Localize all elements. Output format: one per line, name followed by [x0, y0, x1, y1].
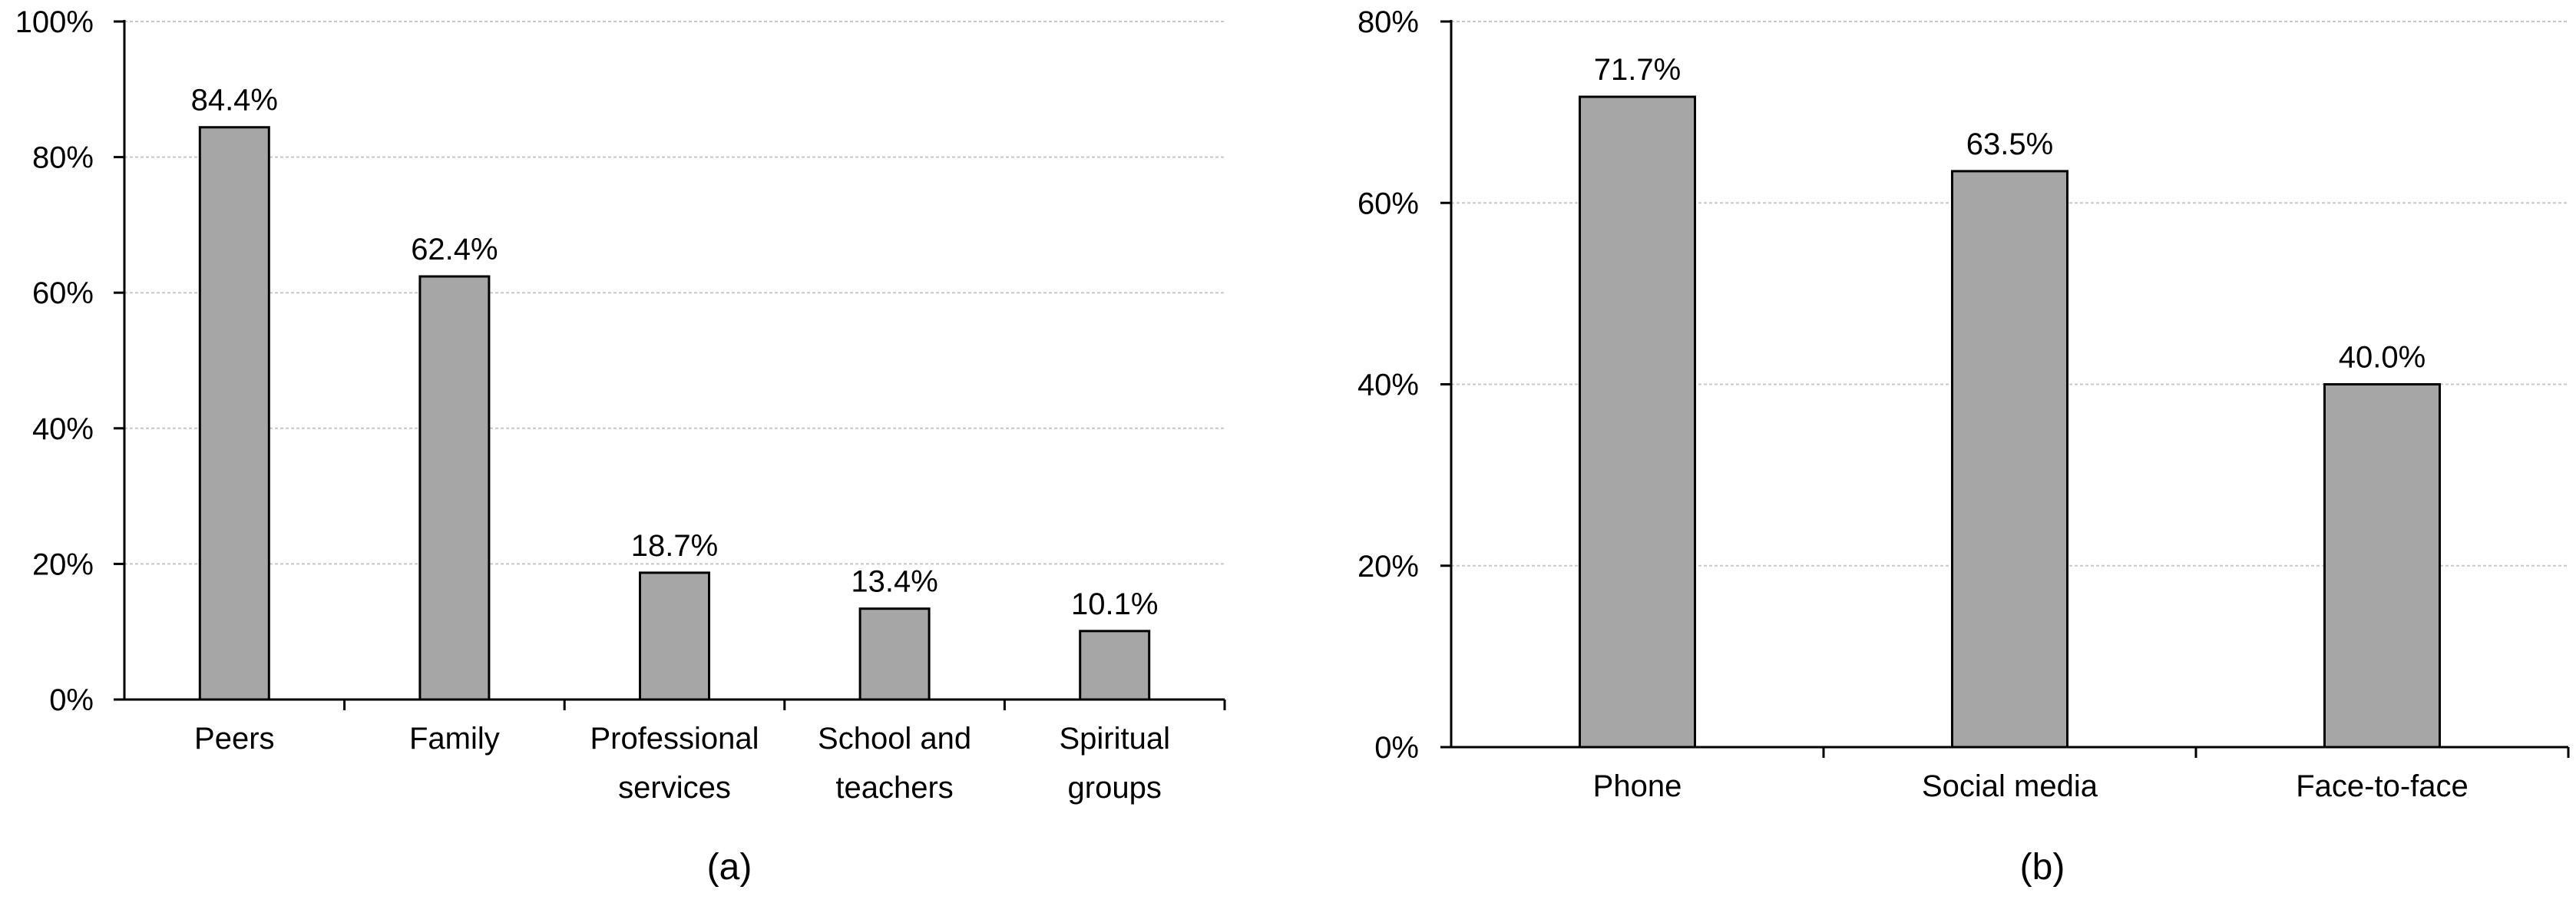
y-tick-label: 40%	[32, 412, 94, 446]
y-tick-label: 80%	[1357, 5, 1419, 39]
x-category-label: Peers	[194, 722, 275, 756]
x-category-label: Social media	[1922, 769, 2098, 803]
bar	[1079, 630, 1151, 701]
data-label: 84.4%	[191, 84, 278, 117]
bar	[858, 607, 931, 701]
chart-panel-a: 0% 20% 40% 60% 80% 100% 84.4% Peers 62.4% Family 1…	[15, 5, 1226, 888]
x-category-label: School and	[818, 722, 971, 756]
bar	[1579, 95, 1696, 749]
x-category-label: services	[618, 771, 731, 805]
y-tick-label: 60%	[32, 276, 94, 310]
bar	[2323, 383, 2441, 749]
panel-label: (a)	[707, 847, 752, 888]
data-label: 71.7%	[1594, 53, 1681, 87]
bar	[418, 275, 491, 701]
y-tick-label: 60%	[1357, 187, 1419, 220]
x-category-label: groups	[1068, 771, 1162, 805]
x-category-label: Spiritual	[1059, 722, 1170, 756]
data-label: 62.4%	[411, 233, 498, 266]
data-label: 10.1%	[1071, 587, 1158, 621]
y-tick-label: 100%	[15, 5, 94, 39]
x-category-label: Face-to-face	[2296, 769, 2469, 803]
y-tick-label: 20%	[32, 547, 94, 581]
y-tick-label: 80%	[32, 141, 94, 175]
chart-panel-b: 0% 20% 40% 60% 80% 71.7% Phone 63.5% Social medi…	[1357, 5, 2570, 888]
x-category-label: Family	[409, 722, 500, 756]
bar	[198, 126, 270, 701]
data-label: 13.4%	[851, 565, 937, 599]
data-label: 63.5%	[1966, 127, 2053, 161]
y-tick-label: 0%	[49, 683, 94, 717]
bar	[639, 571, 710, 701]
x-category-label: Phone	[1593, 769, 1682, 803]
data-label: 18.7%	[631, 529, 718, 563]
y-tick-label: 40%	[1357, 369, 1419, 402]
panel-label: (b)	[2020, 847, 2065, 888]
y-tick-label: 20%	[1357, 550, 1419, 584]
x-category-label: teachers	[835, 771, 953, 805]
bar	[1951, 170, 2068, 749]
data-label: 40.0%	[2339, 341, 2426, 375]
y-tick-label: 0%	[1374, 731, 1419, 765]
x-category-label: Professional	[590, 722, 759, 756]
